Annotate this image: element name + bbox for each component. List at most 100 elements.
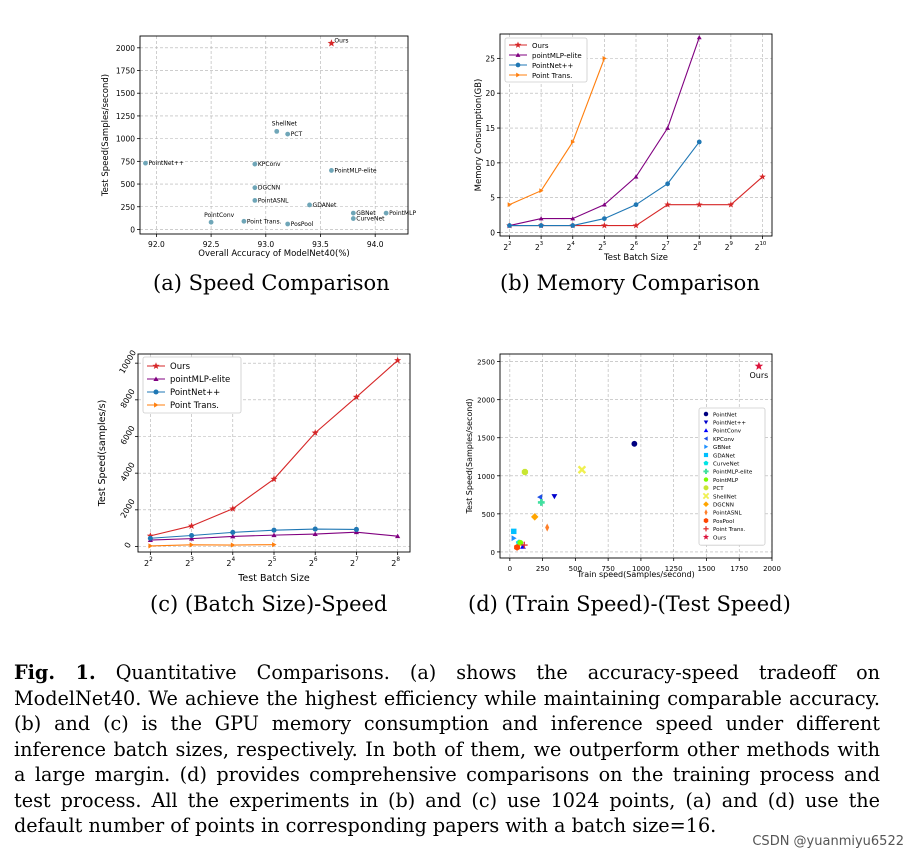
legend-marker-pointmlp-elite	[703, 468, 709, 474]
point-label-pointnet: PointNet++	[148, 160, 183, 167]
legend-label-pct: PCT	[713, 486, 724, 492]
y-tick-label: 1750	[116, 67, 135, 76]
legend-box	[698, 407, 766, 546]
annotation-ours: Ours	[749, 371, 768, 380]
y-tick-label: 1500	[116, 89, 135, 98]
x-tick-label: 24	[226, 557, 235, 568]
y-tick-label: 500	[482, 511, 495, 519]
point-pointmlp	[517, 539, 524, 546]
axes-frame	[499, 353, 773, 559]
series-point-ours	[270, 475, 278, 483]
plot-area	[140, 36, 408, 234]
series-point-pointmlp-elite	[271, 532, 277, 538]
point-pospool	[514, 543, 520, 551]
point-pospool	[285, 221, 291, 227]
point-label-pointasnl: PointASNL	[258, 197, 289, 204]
series-point-ours	[759, 173, 766, 180]
x-tick-label: 29	[725, 241, 734, 252]
legend-marker-gdanet	[703, 452, 709, 458]
legend-label-ours: Ours	[170, 362, 191, 372]
y-tick-label: 2000	[477, 397, 495, 405]
caption-c: (c) (Batch Size)-Speed	[150, 592, 388, 616]
point-curvenet	[350, 216, 356, 221]
y-tick-label: 0	[123, 541, 133, 550]
series-point-pointnet	[312, 526, 318, 532]
series-point-pointnet	[147, 535, 153, 541]
axes-frame	[499, 33, 773, 237]
point-pointnet	[551, 494, 558, 500]
point-pointmlp	[383, 210, 389, 216]
legend-label-gdanet: GDANet	[713, 453, 736, 459]
figure-panels: 92.0 92.5 93.0 93.5 94.002505007501000125015…	[97, 33, 781, 584]
y-tick-label: 10000	[118, 349, 139, 376]
series-point-pointmlp-elite	[312, 531, 318, 536]
point-label-shellnet: ShellNet	[272, 120, 298, 127]
x-tick-label: 26	[630, 241, 639, 252]
y-tick-label: 25	[485, 54, 495, 63]
x-tick-label: 26	[309, 557, 318, 568]
point-label-pospool: PosPool	[291, 221, 314, 228]
legend-box	[142, 356, 242, 414]
x-tick-label: 22	[144, 557, 153, 568]
x-tick-label: 23	[535, 241, 543, 252]
legend-label-pospool: PosPool	[713, 519, 735, 525]
series-point-pointnet	[633, 202, 639, 208]
point-gbnet	[350, 210, 356, 216]
series-point-pointmlp-elite	[601, 202, 607, 207]
series-line-point-trans	[150, 544, 275, 547]
point-pointasnl	[252, 197, 258, 203]
panel-c-batch-speed: 22 23 24 25 26 27 28 0 2000 4000 6000 8000 10000 Test…	[97, 349, 411, 584]
point-kpconv	[537, 494, 543, 501]
point-pointnet	[631, 440, 638, 447]
x-tick-label: 1500	[698, 565, 716, 573]
point-gbnet	[511, 535, 517, 542]
series-line-point-trans	[509, 58, 605, 206]
series-point-pointnet	[538, 223, 544, 228]
series-line-pointnet	[150, 528, 357, 539]
legend-marker-pct	[703, 485, 709, 491]
legend-label-pointnet: PointNet++	[713, 421, 746, 427]
legend-marker-ours	[152, 362, 160, 370]
series-point-ours	[229, 504, 237, 512]
point-point-trans	[520, 541, 528, 549]
x-tick-label: 750	[601, 565, 614, 573]
y-tick-label: 4000	[119, 461, 137, 483]
caption-b: (b) Memory Comparison	[500, 271, 760, 295]
x-tick-label: 22	[503, 241, 511, 252]
legend-marker-point-trans	[703, 526, 709, 532]
figure-caption-text: Quantitative Comparisons. (a) shows the …	[14, 661, 880, 837]
series-point-point-trans	[539, 188, 544, 194]
legend-label-pointmlp-elite: PointMLP-elite	[713, 470, 753, 476]
point-pointasnl	[545, 523, 550, 532]
legend-marker-point-trans	[154, 402, 159, 408]
x-tick-label: 23	[185, 557, 194, 568]
legend-label-pointmlp-elite: pointMLP-elite	[170, 375, 230, 385]
series-point-pointmlp-elite	[188, 536, 195, 541]
figure-caption: Fig. 1. Quantitative Comparisons. (a) sh…	[14, 660, 880, 839]
panel-a-speed-comparison: 92.0 92.5 93.0 93.5 94.0 0 250 500 750 1000 1250 15…	[101, 35, 417, 259]
x-tick-label: 92.5	[203, 240, 220, 249]
point-label-pointmlp-elite: PointMLP-elite	[334, 167, 376, 174]
point-pointconv	[208, 219, 214, 225]
x-tick-label: 500	[569, 565, 582, 573]
series-point-point-trans	[189, 542, 195, 548]
series-point-ours	[311, 429, 319, 436]
legend-label-dgcnn: DGCNN	[713, 503, 734, 509]
series-point-pointmlp-elite	[538, 216, 544, 221]
point-pointmlp-elite	[329, 168, 334, 173]
legend-label-kpconv: KPConv	[713, 437, 735, 443]
series-point-ours	[664, 201, 671, 208]
series-point-pointnet	[601, 216, 607, 221]
x-tick-label: 24	[567, 241, 576, 252]
point-gdanet	[511, 528, 517, 535]
legend-label-pointconv: PointConv	[713, 429, 742, 435]
x-axis-label: Train speed(Samples/second)	[576, 570, 695, 579]
axes-frame	[137, 353, 411, 553]
point-ours	[327, 39, 336, 47]
legend-label-pointmlp: PointMLP	[713, 478, 739, 484]
y-tick-label: 2000	[116, 44, 135, 53]
series-point-point-trans	[570, 139, 576, 145]
y-tick-label: 5	[490, 194, 495, 203]
point-label-pct: PCT	[291, 131, 303, 138]
